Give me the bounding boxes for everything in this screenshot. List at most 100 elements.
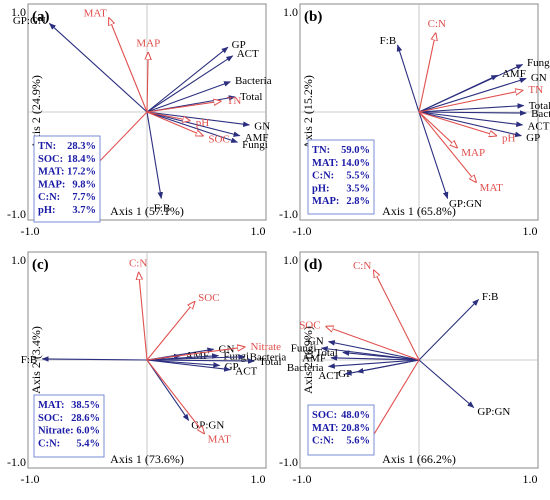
stats-value: 6.0% (76, 426, 100, 437)
species-arrow (418, 77, 527, 113)
stats-value: 14.0% (341, 158, 370, 169)
species-arrow (48, 22, 148, 113)
x-axis-label: Axis 1 (73.6%) (110, 452, 184, 466)
stats-value: 9.8% (72, 179, 96, 190)
panel-label: (d) (304, 257, 322, 273)
x-tick-min: -1.0 (21, 224, 40, 238)
stats-value: 5.6% (346, 436, 370, 447)
species-arrow (146, 111, 251, 127)
species-arrow (330, 355, 420, 361)
env-label: TN (227, 95, 242, 107)
env-arrow (139, 273, 148, 361)
x-tick-min: -1.0 (21, 472, 40, 486)
biplot-panel-4: (d) 1.0 -1.0 -1.0 1.0 Axis 1 (66.2%) Axis 2 (6… (279, 251, 539, 486)
env-label: pH (196, 117, 210, 129)
species-label: Total (259, 356, 281, 368)
species-label: F:B (482, 291, 499, 303)
stats-name: pH: (312, 183, 330, 194)
env-arrow (147, 53, 148, 113)
x-axis-label: Axis 1 (57.1%) (110, 204, 184, 218)
species-arrow (146, 358, 255, 364)
x-axis-label: Axis 1 (66.2%) (382, 452, 456, 466)
stats-name: TN: (312, 145, 330, 156)
stats-value: 5.4% (76, 438, 100, 449)
stats-name: C:N: (312, 436, 334, 447)
env-arrow (418, 111, 457, 148)
env-label: MAP (461, 147, 485, 159)
species-label: Bacteria (250, 352, 287, 364)
stats-name: SOC: (38, 413, 63, 424)
species-label: F:B (380, 35, 397, 47)
stats-name: MAP: (38, 179, 65, 190)
x-tick-min: -1.0 (293, 224, 312, 238)
species-label: Fungi (291, 342, 317, 354)
env-label: SOC (198, 292, 219, 304)
y-tick-min: -1.0 (7, 207, 26, 221)
stats-box (33, 135, 101, 223)
env-label: C:N (129, 258, 147, 270)
y-tick-min: -1.0 (279, 207, 298, 221)
species-arrow (418, 111, 449, 200)
biplot-panel-2: (b) 1.0 -1.0 -1.0 1.0 Axis 1 (65.8%) Axis 2 (1… (279, 3, 550, 238)
env-arrow (146, 101, 221, 113)
env-arrow (146, 359, 204, 433)
species-label: F:B (21, 354, 38, 366)
env-label: MAT (480, 182, 504, 194)
panel-label: (c) (32, 257, 49, 273)
species-arrow (418, 111, 524, 127)
y-axis-label: Axis 2 (24.9%) (29, 75, 43, 149)
species-label: Bacteria (287, 362, 324, 374)
species-label: AMF (502, 68, 526, 80)
stats-name: SOC: (38, 154, 63, 165)
env-arrow (146, 111, 190, 121)
species-label: Fungi (527, 57, 550, 69)
species-arrow (146, 55, 234, 113)
y-tick-max: 1.0 (11, 253, 26, 267)
x-axis-label: Axis 1 (65.8%) (382, 204, 456, 218)
species-label: Total (240, 91, 262, 103)
stats-name: MAT: (38, 167, 64, 178)
species-label: GN (254, 121, 270, 133)
species-arrow (344, 359, 420, 376)
stats-value: 28.3% (67, 141, 96, 152)
stats-value: 48.0% (341, 410, 370, 421)
stats-value: 38.5% (71, 400, 100, 411)
stats-value: 17.2% (67, 167, 96, 178)
env-label: SOC (208, 133, 229, 145)
x-tick-max: 1.0 (251, 224, 266, 238)
stats-value: 28.6% (71, 413, 100, 424)
stats-name: C:N: (38, 192, 60, 203)
env-arrow (146, 347, 245, 361)
env-arrow (374, 270, 420, 361)
y-tick-min: -1.0 (7, 455, 26, 469)
env-arrow (418, 111, 476, 182)
stats-name: MAT: (312, 423, 338, 434)
species-label: GP:GN (449, 198, 482, 210)
env-label: TN (528, 84, 543, 96)
stats-value: 18.4% (67, 154, 96, 165)
y-axis-label: Axis 2 (6.9%) (301, 326, 315, 394)
species-arrow (342, 350, 420, 361)
stats-name: MAT: (312, 158, 338, 169)
env-label: MAT (84, 7, 108, 19)
biplot-panel-1: (a) 1.0 -1.0 -1.0 1.0 Axis 1 (57.1%) Axis 2 (2… (7, 3, 272, 238)
x-tick-max: 1.0 (251, 472, 266, 486)
species-label: GN (531, 72, 547, 84)
species-arrow (146, 359, 190, 422)
x-tick-min: -1.0 (293, 472, 312, 486)
env-arrow (418, 33, 436, 113)
species-arrow (146, 111, 239, 143)
species-label: ACT (235, 365, 257, 377)
species-label: AMF (245, 132, 269, 144)
x-tick-max: 1.0 (523, 224, 538, 238)
species-label: F:B (154, 202, 171, 214)
stats-name: MAP: (312, 196, 339, 207)
species-arrow (146, 354, 246, 361)
species-arrow (327, 340, 420, 361)
stats-name: Nitrate: (38, 426, 74, 437)
env-arrow (109, 18, 148, 113)
stats-value: 5.5% (346, 171, 370, 182)
species-label: GP:GN (191, 420, 224, 432)
env-arrow (418, 90, 523, 113)
